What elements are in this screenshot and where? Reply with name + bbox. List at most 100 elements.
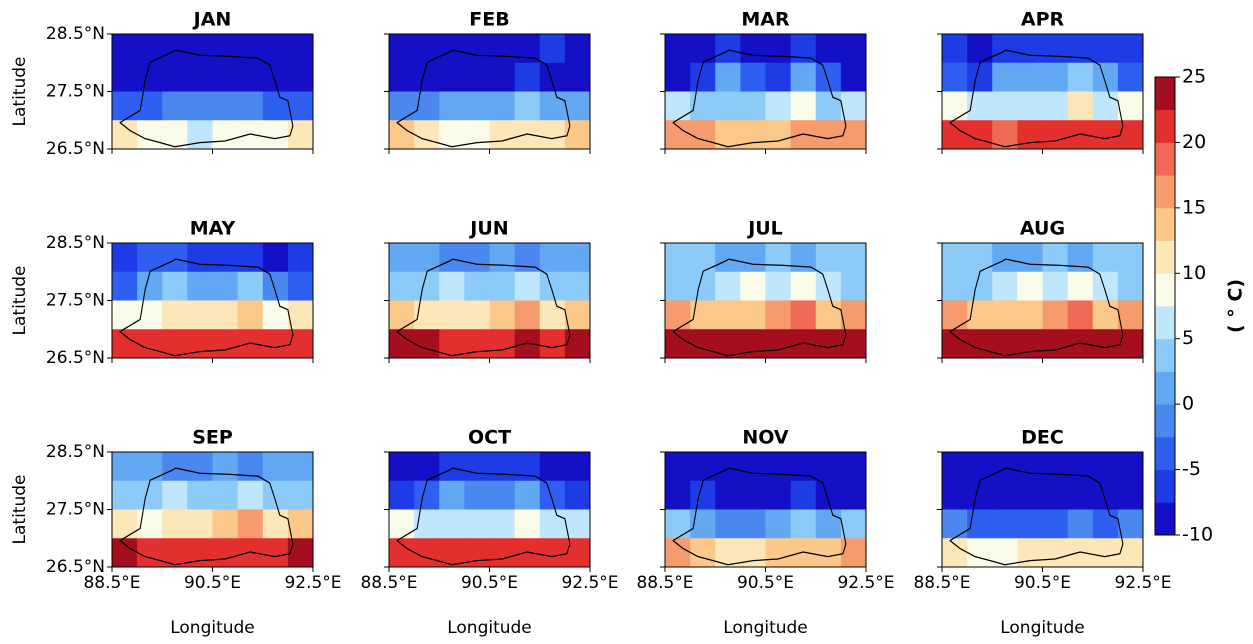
heat-cell bbox=[715, 271, 741, 301]
heat-cell bbox=[790, 300, 817, 330]
heat-cell bbox=[1067, 480, 1094, 510]
heat-cell bbox=[237, 480, 264, 510]
heat-cell bbox=[539, 243, 566, 273]
heat-cell bbox=[237, 509, 264, 539]
heat-cell bbox=[514, 538, 541, 568]
heat-cell bbox=[740, 34, 766, 64]
heat-cell bbox=[389, 538, 415, 568]
colorbar-segment bbox=[1155, 371, 1175, 405]
heat-cell bbox=[740, 538, 766, 568]
heat-cell bbox=[514, 271, 541, 301]
heat-cell bbox=[992, 271, 1018, 301]
heat-cell bbox=[539, 538, 566, 568]
heat-cell bbox=[765, 538, 792, 568]
colorbar-tick-label: -10 bbox=[1182, 524, 1213, 546]
y-tick-label: 28.5°N bbox=[46, 442, 105, 462]
panel-title: MAR bbox=[741, 9, 790, 31]
heat-cell bbox=[162, 480, 188, 510]
heat-cell bbox=[1042, 480, 1069, 510]
heat-cell bbox=[1042, 329, 1069, 359]
heat-cell bbox=[539, 480, 566, 510]
heat-cell bbox=[1042, 120, 1069, 150]
heat-cell bbox=[464, 243, 490, 273]
heat-cell bbox=[715, 243, 741, 273]
heat-cell bbox=[942, 329, 968, 359]
heat-cell bbox=[815, 271, 842, 301]
heat-cell bbox=[439, 91, 465, 121]
heat-cell bbox=[790, 329, 817, 359]
colorbar-segment bbox=[1155, 404, 1175, 438]
heat-cell bbox=[1017, 509, 1043, 539]
heat-cell bbox=[942, 300, 968, 330]
heat-cell bbox=[262, 271, 289, 301]
heat-cell bbox=[187, 480, 213, 510]
heat-cell bbox=[1117, 120, 1144, 150]
heat-cell bbox=[1042, 34, 1069, 64]
colorbar-tick-label: 15 bbox=[1182, 196, 1206, 218]
heat-cell bbox=[790, 271, 817, 301]
x-tick-label: 88.5°E bbox=[636, 573, 693, 593]
heat-cell bbox=[287, 329, 314, 359]
heat-cell bbox=[740, 300, 766, 330]
heat-cell bbox=[790, 538, 817, 568]
heat-cell bbox=[765, 480, 792, 510]
heat-cell bbox=[1017, 538, 1043, 568]
heat-cell bbox=[212, 509, 239, 539]
heat-cell bbox=[992, 452, 1018, 482]
heat-cell bbox=[1117, 62, 1144, 92]
heat-cell bbox=[262, 300, 289, 330]
heat-cell bbox=[539, 300, 566, 330]
heat-cell bbox=[740, 329, 766, 359]
heat-cell bbox=[942, 480, 968, 510]
y-axis-label: Latitude bbox=[10, 57, 30, 127]
heat-cell bbox=[992, 480, 1018, 510]
colorbar-segment bbox=[1155, 109, 1175, 143]
heat-cell bbox=[162, 62, 188, 92]
heat-cell bbox=[740, 120, 766, 150]
y-tick-label: 27.5°N bbox=[46, 291, 105, 311]
panel-title: DEC bbox=[1021, 427, 1064, 449]
heat-cell bbox=[1117, 480, 1144, 510]
heat-cell bbox=[514, 509, 541, 539]
heat-cell bbox=[262, 120, 289, 150]
y-tick-label: 28.5°N bbox=[46, 233, 105, 253]
heat-cell bbox=[539, 62, 566, 92]
y-tick-label: 27.5°N bbox=[46, 82, 105, 102]
heat-cell bbox=[1092, 329, 1119, 359]
heat-cell bbox=[464, 509, 490, 539]
heat-cell bbox=[1117, 509, 1144, 539]
heat-cell bbox=[137, 120, 163, 150]
colorbar-segment bbox=[1155, 77, 1175, 111]
heat-cell bbox=[715, 480, 741, 510]
heat-cell bbox=[967, 480, 993, 510]
heat-cell bbox=[967, 329, 993, 359]
heat-cell bbox=[187, 271, 213, 301]
heat-cell bbox=[287, 62, 314, 92]
colorbar-segment bbox=[1155, 306, 1175, 340]
heat-cell bbox=[287, 243, 314, 273]
heat-cell bbox=[212, 329, 239, 359]
heat-cell bbox=[464, 538, 490, 568]
heat-cell bbox=[162, 300, 188, 330]
heat-cell bbox=[414, 271, 440, 301]
heat-cell bbox=[765, 271, 792, 301]
heat-cell bbox=[840, 300, 867, 330]
heat-cell bbox=[564, 243, 591, 273]
heat-cell bbox=[942, 538, 968, 568]
heat-cell bbox=[237, 538, 264, 568]
heat-cell bbox=[815, 34, 842, 64]
heat-cell bbox=[765, 34, 792, 64]
heat-cell bbox=[414, 480, 440, 510]
heat-cell bbox=[665, 120, 691, 150]
heat-cell bbox=[765, 120, 792, 150]
heat-cell bbox=[389, 452, 415, 482]
x-axis-label: Longitude bbox=[723, 618, 808, 638]
heat-cell bbox=[287, 120, 314, 150]
heat-cell bbox=[112, 509, 138, 539]
heat-cell bbox=[1092, 91, 1119, 121]
panel-title: APR bbox=[1021, 9, 1065, 31]
heat-cell bbox=[237, 300, 264, 330]
colorbar-segment bbox=[1155, 207, 1175, 241]
heat-cell bbox=[489, 271, 516, 301]
heat-cell bbox=[287, 538, 314, 568]
